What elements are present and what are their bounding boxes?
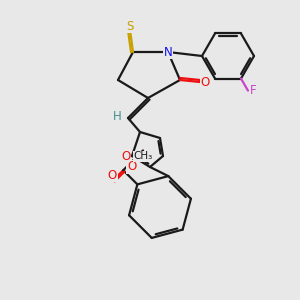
Text: O: O (200, 76, 210, 88)
Text: N: N (164, 46, 172, 59)
Text: CH₃: CH₃ (134, 152, 153, 161)
Text: S: S (126, 20, 134, 32)
Text: O: O (108, 169, 117, 182)
Text: F: F (250, 84, 256, 97)
Text: O: O (127, 160, 136, 173)
Text: O: O (122, 149, 130, 163)
Text: H: H (112, 110, 122, 122)
